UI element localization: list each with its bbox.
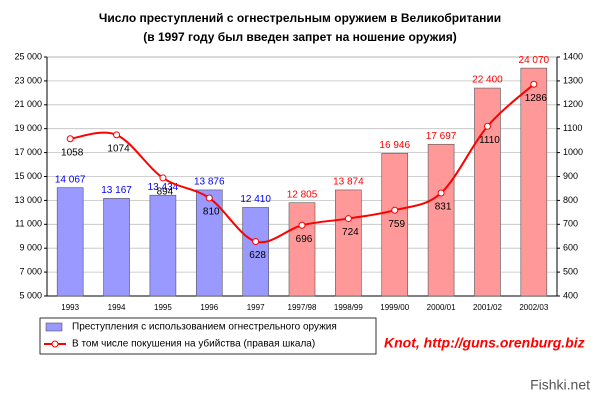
line-value-label: 1058 <box>61 147 84 158</box>
bar-value-label: 24 070 <box>519 55 550 66</box>
bar-value-label: 14 067 <box>55 174 86 185</box>
line-value-label: 724 <box>342 227 359 238</box>
legend-swatch <box>45 322 63 332</box>
line-point <box>159 174 167 182</box>
y2-tick-label: 400 <box>563 290 578 300</box>
bar-value-label: 12 410 <box>240 194 271 205</box>
bar <box>381 152 409 297</box>
y-tick-label: 9 000 <box>19 243 42 253</box>
y2-tick-label: 900 <box>563 171 578 181</box>
x-tick-label: 2002/03 <box>519 303 548 312</box>
bar <box>103 198 130 297</box>
x-tick-label: 1994 <box>108 303 126 312</box>
x-tick-label: 2001/02 <box>473 303 502 312</box>
line-point <box>437 189 445 197</box>
x-tick-label: 1997/98 <box>288 303 317 312</box>
bar-value-label: 12 805 <box>287 189 318 200</box>
y2-tick-label: 1400 <box>563 51 583 61</box>
y2-tick-label: 800 <box>563 195 578 205</box>
line-point <box>252 238 260 246</box>
line-value-label: 759 <box>388 219 405 230</box>
bar-value-label: 13 874 <box>333 177 364 188</box>
bar-value-label: 13 434 <box>148 182 179 193</box>
line-point <box>298 221 306 229</box>
legend-label: Преступления с использованием огнестрель… <box>72 322 337 333</box>
line-value-label: 1110 <box>479 135 500 146</box>
line-value-label: 810 <box>203 207 220 218</box>
line-point <box>344 215 352 223</box>
bar-value-label: 17 697 <box>426 131 457 142</box>
y-tick-label: 21 000 <box>14 99 42 109</box>
x-tick-label: 1995 <box>154 303 172 312</box>
legend-marker <box>51 340 59 348</box>
bar <box>195 189 223 297</box>
line-point <box>113 131 121 139</box>
x-tick-label: 1993 <box>61 303 79 312</box>
legend-label: В том числе покушения на убийства (права… <box>72 338 315 350</box>
line-point <box>66 135 74 143</box>
chart-title: Число преступлений с огнестрельным оружи… <box>99 11 501 25</box>
line-value-label: 696 <box>296 234 313 245</box>
y2-tick-label: 700 <box>563 219 578 229</box>
bar-value-label: 16 946 <box>379 140 410 151</box>
y-tick-label: 15 000 <box>14 171 42 181</box>
bar <box>288 202 316 297</box>
line-value-label: 894 <box>157 187 174 198</box>
bar <box>242 207 269 297</box>
line-point <box>391 206 399 214</box>
line-value-label: 628 <box>249 250 266 261</box>
y2-tick-label: 500 <box>563 266 578 276</box>
bar <box>520 67 548 297</box>
line-value-label: 831 <box>435 202 452 213</box>
y-tick-label: 11 000 <box>15 219 42 229</box>
y2-tick-label: 1200 <box>563 99 583 109</box>
bar-value-label: 13 876 <box>194 177 225 188</box>
bar <box>56 187 84 297</box>
x-tick-label: 1997 <box>247 303 265 312</box>
line-value-label: 1074 <box>107 144 130 155</box>
x-tick-label: 1996 <box>200 303 218 312</box>
y2-tick-label: 1000 <box>563 147 583 157</box>
line-point <box>530 80 538 88</box>
y-tick-label: 25 000 <box>14 51 42 61</box>
bar-value-label: 22 400 <box>472 75 503 86</box>
line-point <box>483 122 491 130</box>
annotation: Knot, http://guns.orenburg.biz <box>384 335 585 351</box>
y-tick-label: 5 000 <box>19 290 42 300</box>
y2-tick-label: 600 <box>563 243 578 253</box>
y-tick-label: 17 000 <box>14 147 42 157</box>
bar <box>335 189 362 297</box>
x-tick-label: 2000/01 <box>427 303 456 312</box>
bar <box>427 143 455 297</box>
legend <box>39 317 377 355</box>
x-tick-label: 1998/99 <box>334 303 363 312</box>
watermark: Fishki.net <box>530 377 590 393</box>
y-tick-label: 13 000 <box>14 195 42 205</box>
y-tick-label: 7 000 <box>19 266 42 276</box>
line-point <box>205 194 213 202</box>
bar <box>474 87 501 297</box>
y2-tick-label: 1300 <box>563 75 583 85</box>
bar <box>149 194 177 297</box>
y-tick-label: 23 000 <box>14 75 42 85</box>
y2-tick-label: 1100 <box>563 123 582 133</box>
x-tick-label: 1999/00 <box>380 303 409 312</box>
chart-subtitle: (в 1997 году был введен запрет на ношени… <box>143 30 456 44</box>
line-value-label: 1286 <box>525 93 548 104</box>
y-tick-label: 19 000 <box>14 123 42 133</box>
bar-value-label: 13 167 <box>101 185 132 196</box>
